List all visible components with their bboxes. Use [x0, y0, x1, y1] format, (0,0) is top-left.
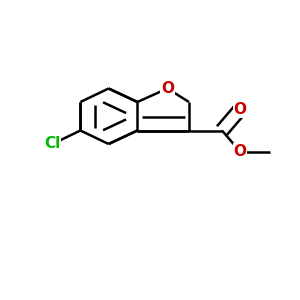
Text: O: O [233, 102, 247, 117]
Text: Cl: Cl [44, 136, 61, 152]
Text: O: O [233, 144, 247, 159]
Text: O: O [161, 81, 174, 96]
